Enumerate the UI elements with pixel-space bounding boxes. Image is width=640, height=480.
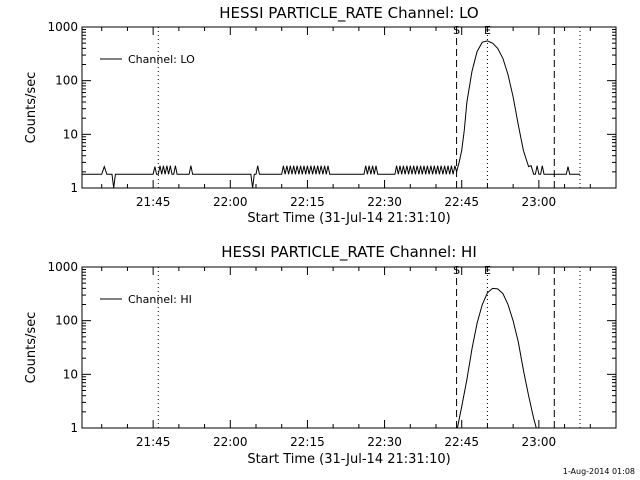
y-tick-label: 10: [63, 367, 78, 381]
vline-label: E: [484, 264, 491, 277]
y-tick-label: 100: [55, 314, 78, 328]
y-tick-label: 10: [63, 127, 78, 141]
y-tick-label: 1000: [47, 260, 78, 274]
plot-frame: [81, 26, 617, 189]
x-axis-label: Start Time (31-Jul-14 21:31:10): [247, 211, 450, 226]
series-line: [456, 287, 537, 428]
x-tick-label: 22:00: [213, 435, 248, 449]
y-tick-label: 100: [55, 74, 78, 88]
chart-title: HESSI PARTICLE_RATE Channel: LO: [219, 4, 478, 23]
legend-label: Channel: LO: [128, 53, 195, 66]
vline-label: E: [484, 24, 491, 37]
vline-label: S: [453, 24, 460, 37]
x-tick-label: 23:00: [522, 435, 557, 449]
y-axis-label: Counts/sec: [24, 72, 39, 144]
x-tick-label: 21:45: [136, 435, 171, 449]
vline-label: S: [453, 264, 460, 277]
footer-timestamp: 1-Aug-2014 01:08: [563, 467, 635, 476]
legend-label: Channel: HI: [128, 293, 192, 306]
x-tick-label: 22:00: [213, 195, 248, 209]
x-tick-label: 21:45: [136, 195, 171, 209]
x-tick-label: 23:00: [522, 195, 557, 209]
x-axis-label: Start Time (31-Jul-14 21:31:10): [247, 452, 450, 467]
x-tick-label: 22:15: [290, 195, 325, 209]
y-tick-label: 1: [70, 421, 78, 435]
y-tick-label: 1000: [47, 20, 78, 34]
x-tick-label: 22:45: [444, 195, 479, 209]
x-tick-label: 22:30: [367, 435, 402, 449]
series-line: [82, 40, 580, 188]
x-tick-label: 22:15: [290, 435, 325, 449]
x-tick-label: 22:30: [367, 195, 402, 209]
y-tick-label: 1: [70, 181, 78, 195]
x-tick-label: 22:45: [444, 435, 479, 449]
chart-title: HESSI PARTICLE_RATE Channel: HI: [221, 243, 477, 262]
y-axis-label: Counts/sec: [24, 312, 39, 384]
panel-2: HESSI PARTICLE_RATE Channel: HI 1 10 100 100…: [24, 243, 617, 467]
plot-frame: [81, 266, 617, 429]
panel-1: HESSI PARTICLE_RATE Channel: LO 1 10 100 100…: [24, 4, 617, 226]
